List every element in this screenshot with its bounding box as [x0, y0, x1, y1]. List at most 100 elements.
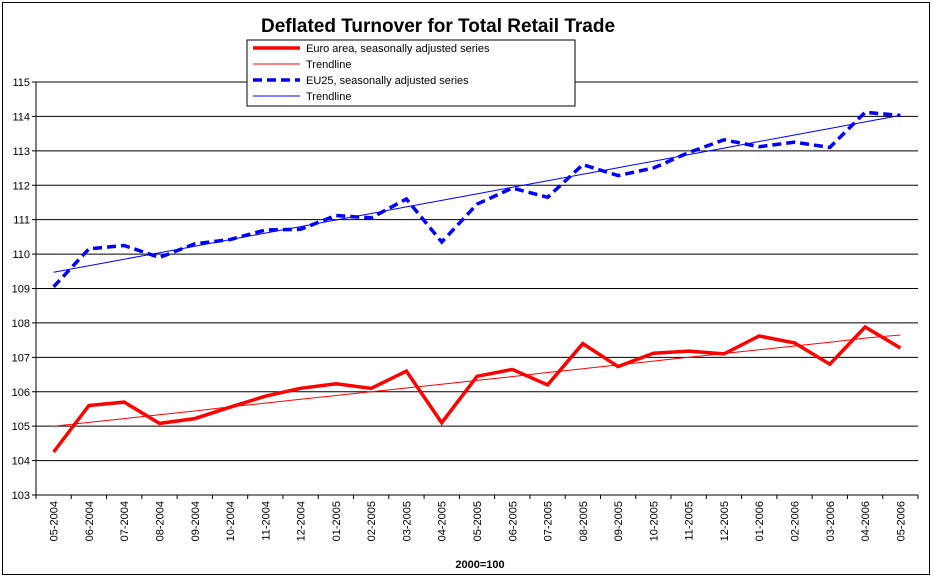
- chart-title: Deflated Turnover for Total Retail Trade: [261, 16, 615, 37]
- data-point: [265, 402, 267, 404]
- data-point: [265, 229, 267, 231]
- data-point: [758, 335, 760, 337]
- data-point: [300, 399, 302, 401]
- x-tick-label: 12-2004: [296, 501, 308, 541]
- series-1: [53, 334, 901, 427]
- y-tick-label: 103: [12, 490, 30, 502]
- data-point: [370, 213, 372, 215]
- x-tick-label: 01-2005: [331, 501, 343, 541]
- data-point: [265, 395, 267, 397]
- x-tick-label: 11-2005: [684, 501, 696, 541]
- x-tick-label: 05-2004: [49, 501, 61, 541]
- data-point: [441, 200, 443, 202]
- data-point: [88, 405, 90, 407]
- x-tick-label: 02-2006: [790, 501, 802, 541]
- data-point: [53, 425, 55, 427]
- data-point: [476, 375, 478, 377]
- data-point: [547, 372, 549, 374]
- x-tick-label: 02-2005: [366, 501, 378, 541]
- data-point: [88, 422, 90, 424]
- x-tick-label: 10-2005: [648, 501, 660, 541]
- data-point: [335, 395, 337, 397]
- y-tick-label: 110: [12, 249, 30, 261]
- data-point: [582, 368, 584, 370]
- legend-label: Euro area, seasonally adjusted series: [306, 43, 490, 55]
- data-point: [688, 154, 690, 156]
- data-point: [511, 369, 513, 371]
- data-point: [582, 343, 584, 345]
- data-point: [194, 418, 196, 420]
- data-point: [159, 257, 161, 259]
- x-tick-label: 10-2004: [225, 501, 237, 541]
- data-point: [864, 337, 866, 339]
- data-point: [159, 423, 161, 425]
- data-point: [723, 139, 725, 141]
- y-tick-label: 113: [12, 146, 30, 158]
- data-point: [441, 383, 443, 385]
- legend-label: Trendline: [306, 91, 351, 103]
- data-point: [123, 418, 125, 420]
- data-point: [617, 167, 619, 169]
- series-line: [52, 324, 902, 454]
- data-point: [829, 363, 831, 365]
- series-line: [53, 114, 901, 273]
- data-point: [547, 180, 549, 182]
- data-point: [653, 160, 655, 162]
- x-tick-label: 07-2004: [119, 501, 131, 541]
- data-point: [476, 203, 478, 205]
- data-point: [547, 196, 549, 198]
- data-point: [864, 121, 866, 123]
- y-tick-label: 112: [12, 180, 30, 192]
- data-point: [653, 360, 655, 362]
- data-point: [335, 215, 337, 217]
- y-tick-label: 115: [12, 77, 30, 89]
- data-point: [88, 248, 90, 250]
- data-point: [406, 387, 408, 389]
- x-tick-label: 08-2005: [578, 501, 590, 541]
- y-tick-label: 106: [12, 387, 30, 399]
- data-point: [653, 352, 655, 354]
- data-point: [159, 414, 161, 416]
- x-tick-label: 01-2006: [754, 501, 766, 541]
- data-point: [758, 146, 760, 148]
- series-3: [53, 114, 901, 274]
- x-tick-label: 06-2004: [84, 501, 96, 541]
- series-line: [53, 334, 901, 427]
- x-tick-label: 09-2005: [613, 501, 625, 541]
- data-point: [370, 388, 372, 390]
- data-point: [229, 239, 231, 241]
- data-point: [300, 229, 302, 231]
- data-point: [829, 341, 831, 343]
- data-point: [123, 401, 125, 403]
- data-point: [617, 175, 619, 177]
- data-point: [406, 370, 408, 372]
- data-point: [900, 347, 902, 349]
- data-point: [53, 272, 55, 274]
- data-point: [723, 353, 725, 355]
- axis-layer: 103 104 105 106 107 108 109 110 111 112 113 114 115 0…: [12, 77, 919, 541]
- data-point: [441, 422, 443, 424]
- data-point: [794, 134, 796, 136]
- data-point: [370, 217, 372, 219]
- data-point: [441, 241, 443, 243]
- data-point: [265, 232, 267, 234]
- data-point: [582, 164, 584, 166]
- data-point: [864, 111, 866, 113]
- data-point: [194, 243, 196, 245]
- data-point: [582, 173, 584, 175]
- data-point: [123, 245, 125, 247]
- x-tick-label: 12-2005: [719, 501, 731, 541]
- data-point: [758, 349, 760, 351]
- x-tick-label: 07-2005: [543, 501, 555, 541]
- data-point: [829, 128, 831, 130]
- data-point: [723, 147, 725, 149]
- series-0: [52, 324, 902, 454]
- data-point: [794, 342, 796, 344]
- data-point: [159, 252, 161, 254]
- data-point: [194, 410, 196, 412]
- data-point: [829, 147, 831, 149]
- legend-box: [246, 39, 576, 107]
- series-2: [52, 110, 901, 288]
- data-point: [688, 350, 690, 352]
